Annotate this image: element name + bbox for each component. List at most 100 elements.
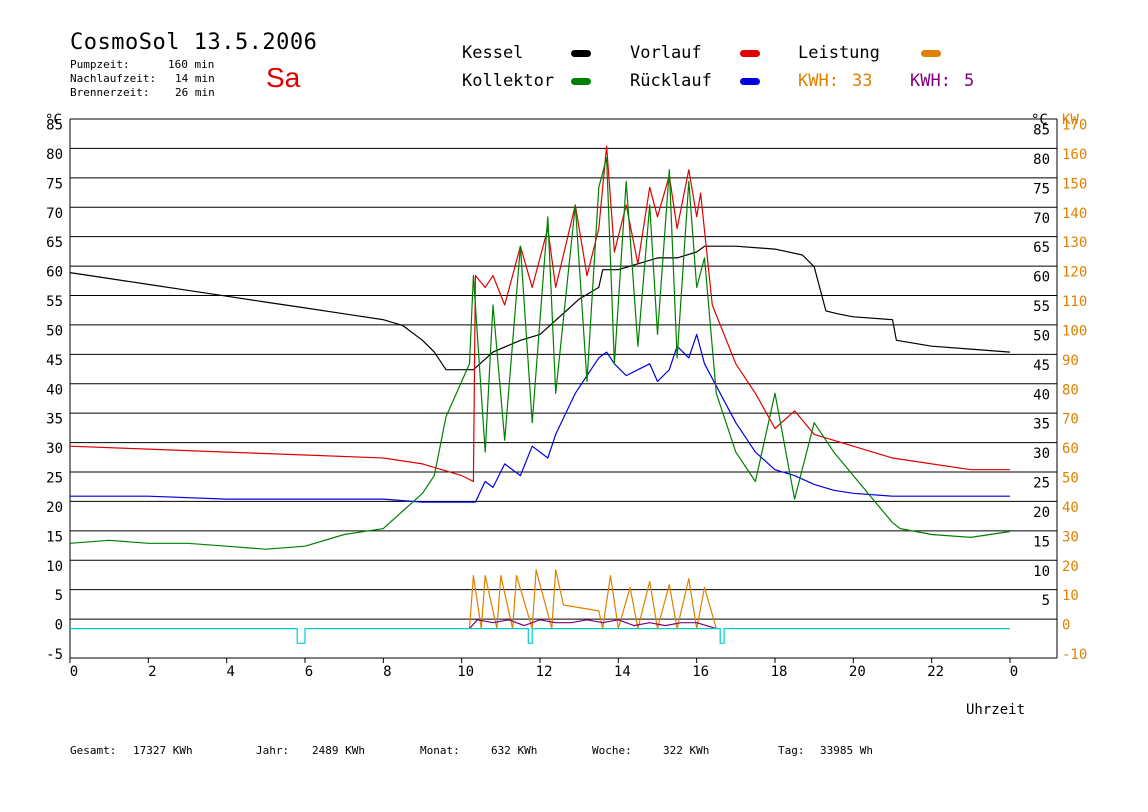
series-line-leistung2 xyxy=(469,619,717,630)
legend-kollektor-swatch xyxy=(571,78,591,85)
y-tick-left: -5 xyxy=(46,647,63,663)
y-tick-right: 35 xyxy=(1033,417,1050,433)
kw-tick: 0 xyxy=(1062,618,1070,634)
weekday-label: Sa xyxy=(266,62,301,93)
y-tick-left: 15 xyxy=(46,529,63,545)
series-line-kessel xyxy=(69,245,1011,371)
x-tick: 20 xyxy=(849,664,866,680)
y-tick-right: 55 xyxy=(1033,299,1050,315)
kw-tick: 100 xyxy=(1062,323,1087,339)
legend-leistung: Leistung xyxy=(798,43,880,63)
y-tick-left: 40 xyxy=(46,382,63,398)
y-tick-right: 40 xyxy=(1033,387,1050,403)
kw-tick: 80 xyxy=(1062,382,1079,398)
y-tick-left: 65 xyxy=(46,235,63,251)
kw-tick: 160 xyxy=(1062,147,1087,163)
legend-kwh1-label: KWH: xyxy=(798,71,839,91)
y-tick-left: 55 xyxy=(46,294,63,310)
footer-woche-label: Woche: xyxy=(592,744,632,757)
legend-kwh1-value: 33 xyxy=(852,71,873,91)
series-line-kollektor xyxy=(69,157,1011,550)
series-line-leistung xyxy=(468,569,717,630)
footer-gesamt-label: Gesamt: xyxy=(70,744,117,757)
x-tick: 18 xyxy=(771,664,788,680)
kw-tick: 60 xyxy=(1062,441,1079,457)
y-axis-unit-right: °C xyxy=(1031,112,1048,128)
kw-tick: 30 xyxy=(1062,529,1079,545)
y-tick-right: 30 xyxy=(1033,446,1050,462)
x-tick: 16 xyxy=(692,664,709,680)
kw-tick: 10 xyxy=(1062,588,1079,604)
y-tick-right: 70 xyxy=(1033,211,1050,227)
y-tick-right: 80 xyxy=(1033,152,1050,168)
y-tick-left: 80 xyxy=(46,147,63,163)
legend-vorlauf-swatch xyxy=(740,50,760,57)
footer-woche-value: 322 KWh xyxy=(663,744,710,757)
kw-tick: 140 xyxy=(1062,206,1087,222)
kw-tick: 70 xyxy=(1062,412,1079,428)
footer-monat-value: 632 KWh xyxy=(491,744,538,757)
x-axis-label: Uhrzeit xyxy=(966,702,1025,718)
legend-kwh2-label: KWH: xyxy=(910,71,951,91)
kw-tick: 90 xyxy=(1062,353,1079,369)
kw-tick: 150 xyxy=(1062,176,1087,192)
chart-title: CosmoSol 13.5.2006 xyxy=(70,30,318,55)
y-tick-right: 5 xyxy=(1042,593,1050,609)
kw-axis-unit: KW xyxy=(1062,112,1079,128)
kw-tick: 170 xyxy=(1062,118,1087,134)
y-tick-right: 65 xyxy=(1033,240,1050,256)
series-line-brenner xyxy=(70,627,1010,644)
x-tick: 2 xyxy=(148,664,156,680)
y-tick-right: 15 xyxy=(1033,534,1050,550)
kw-tick: 130 xyxy=(1062,235,1087,251)
x-tick: 6 xyxy=(305,664,313,680)
legend-kessel: Kessel xyxy=(462,43,524,63)
x-tick: 8 xyxy=(383,664,391,680)
y-tick-left: 60 xyxy=(46,265,63,281)
y-tick-left: 0 xyxy=(55,618,63,634)
y-tick-left: 5 xyxy=(55,588,63,604)
legend-vorlauf: Vorlauf xyxy=(630,43,702,63)
legend-leistung-swatch xyxy=(921,50,941,57)
legend-ruecklauf: Rücklauf xyxy=(630,71,712,91)
x-tick: 4 xyxy=(226,664,234,680)
legend-kwh2-value: 5 xyxy=(964,71,975,91)
x-tick: 22 xyxy=(927,664,944,680)
axis-ticks: 8580757065605550454035302520151050-58580… xyxy=(46,118,1087,681)
x-tick: 10 xyxy=(457,664,474,680)
footer-jahr-label: Jahr: xyxy=(256,744,290,757)
grid-lines xyxy=(69,118,1058,659)
y-tick-right: 10 xyxy=(1033,564,1050,580)
y-tick-right: 85 xyxy=(1033,123,1050,139)
footer-tag-value: 33985 Wh xyxy=(820,744,873,757)
pumpzeit-label: Pumpzeit: xyxy=(70,58,130,71)
y-tick-left: 20 xyxy=(46,500,63,516)
brennerzeit-label: Brennerzeit: xyxy=(70,86,150,99)
y-tick-right: 45 xyxy=(1033,358,1050,374)
legend-kessel-swatch xyxy=(571,50,591,57)
y-tick-left: 45 xyxy=(46,353,63,369)
kw-tick: 40 xyxy=(1062,500,1079,516)
legend-ruecklauf-swatch xyxy=(740,78,760,85)
kw-tick: 110 xyxy=(1062,294,1087,310)
y-tick-right: 60 xyxy=(1033,270,1050,286)
kw-tick: -10 xyxy=(1062,647,1087,663)
y-tick-left: 85 xyxy=(46,118,63,134)
y-tick-right: 25 xyxy=(1033,476,1050,492)
series-line-vorlauf xyxy=(69,145,1010,483)
legend-kollektor: Kollektor xyxy=(462,71,555,91)
y-tick-left: 50 xyxy=(46,323,63,339)
y-tick-right: 50 xyxy=(1033,328,1050,344)
y-tick-left: 35 xyxy=(46,412,63,428)
series-line-r-cklauf xyxy=(70,333,1010,503)
x-tick: 0 xyxy=(1010,664,1018,680)
footer-monat-label: Monat: xyxy=(420,744,460,757)
nachlaufzeit-label: Nachlaufzeit: xyxy=(70,72,157,85)
y-tick-left: 30 xyxy=(46,441,63,457)
footer-jahr-value: 2489 KWh xyxy=(312,744,365,757)
y-tick-left: 25 xyxy=(46,471,63,487)
pumpzeit-value: 160 min xyxy=(168,58,215,71)
y-tick-right: 75 xyxy=(1033,181,1050,197)
x-tick: 0 xyxy=(70,664,78,680)
